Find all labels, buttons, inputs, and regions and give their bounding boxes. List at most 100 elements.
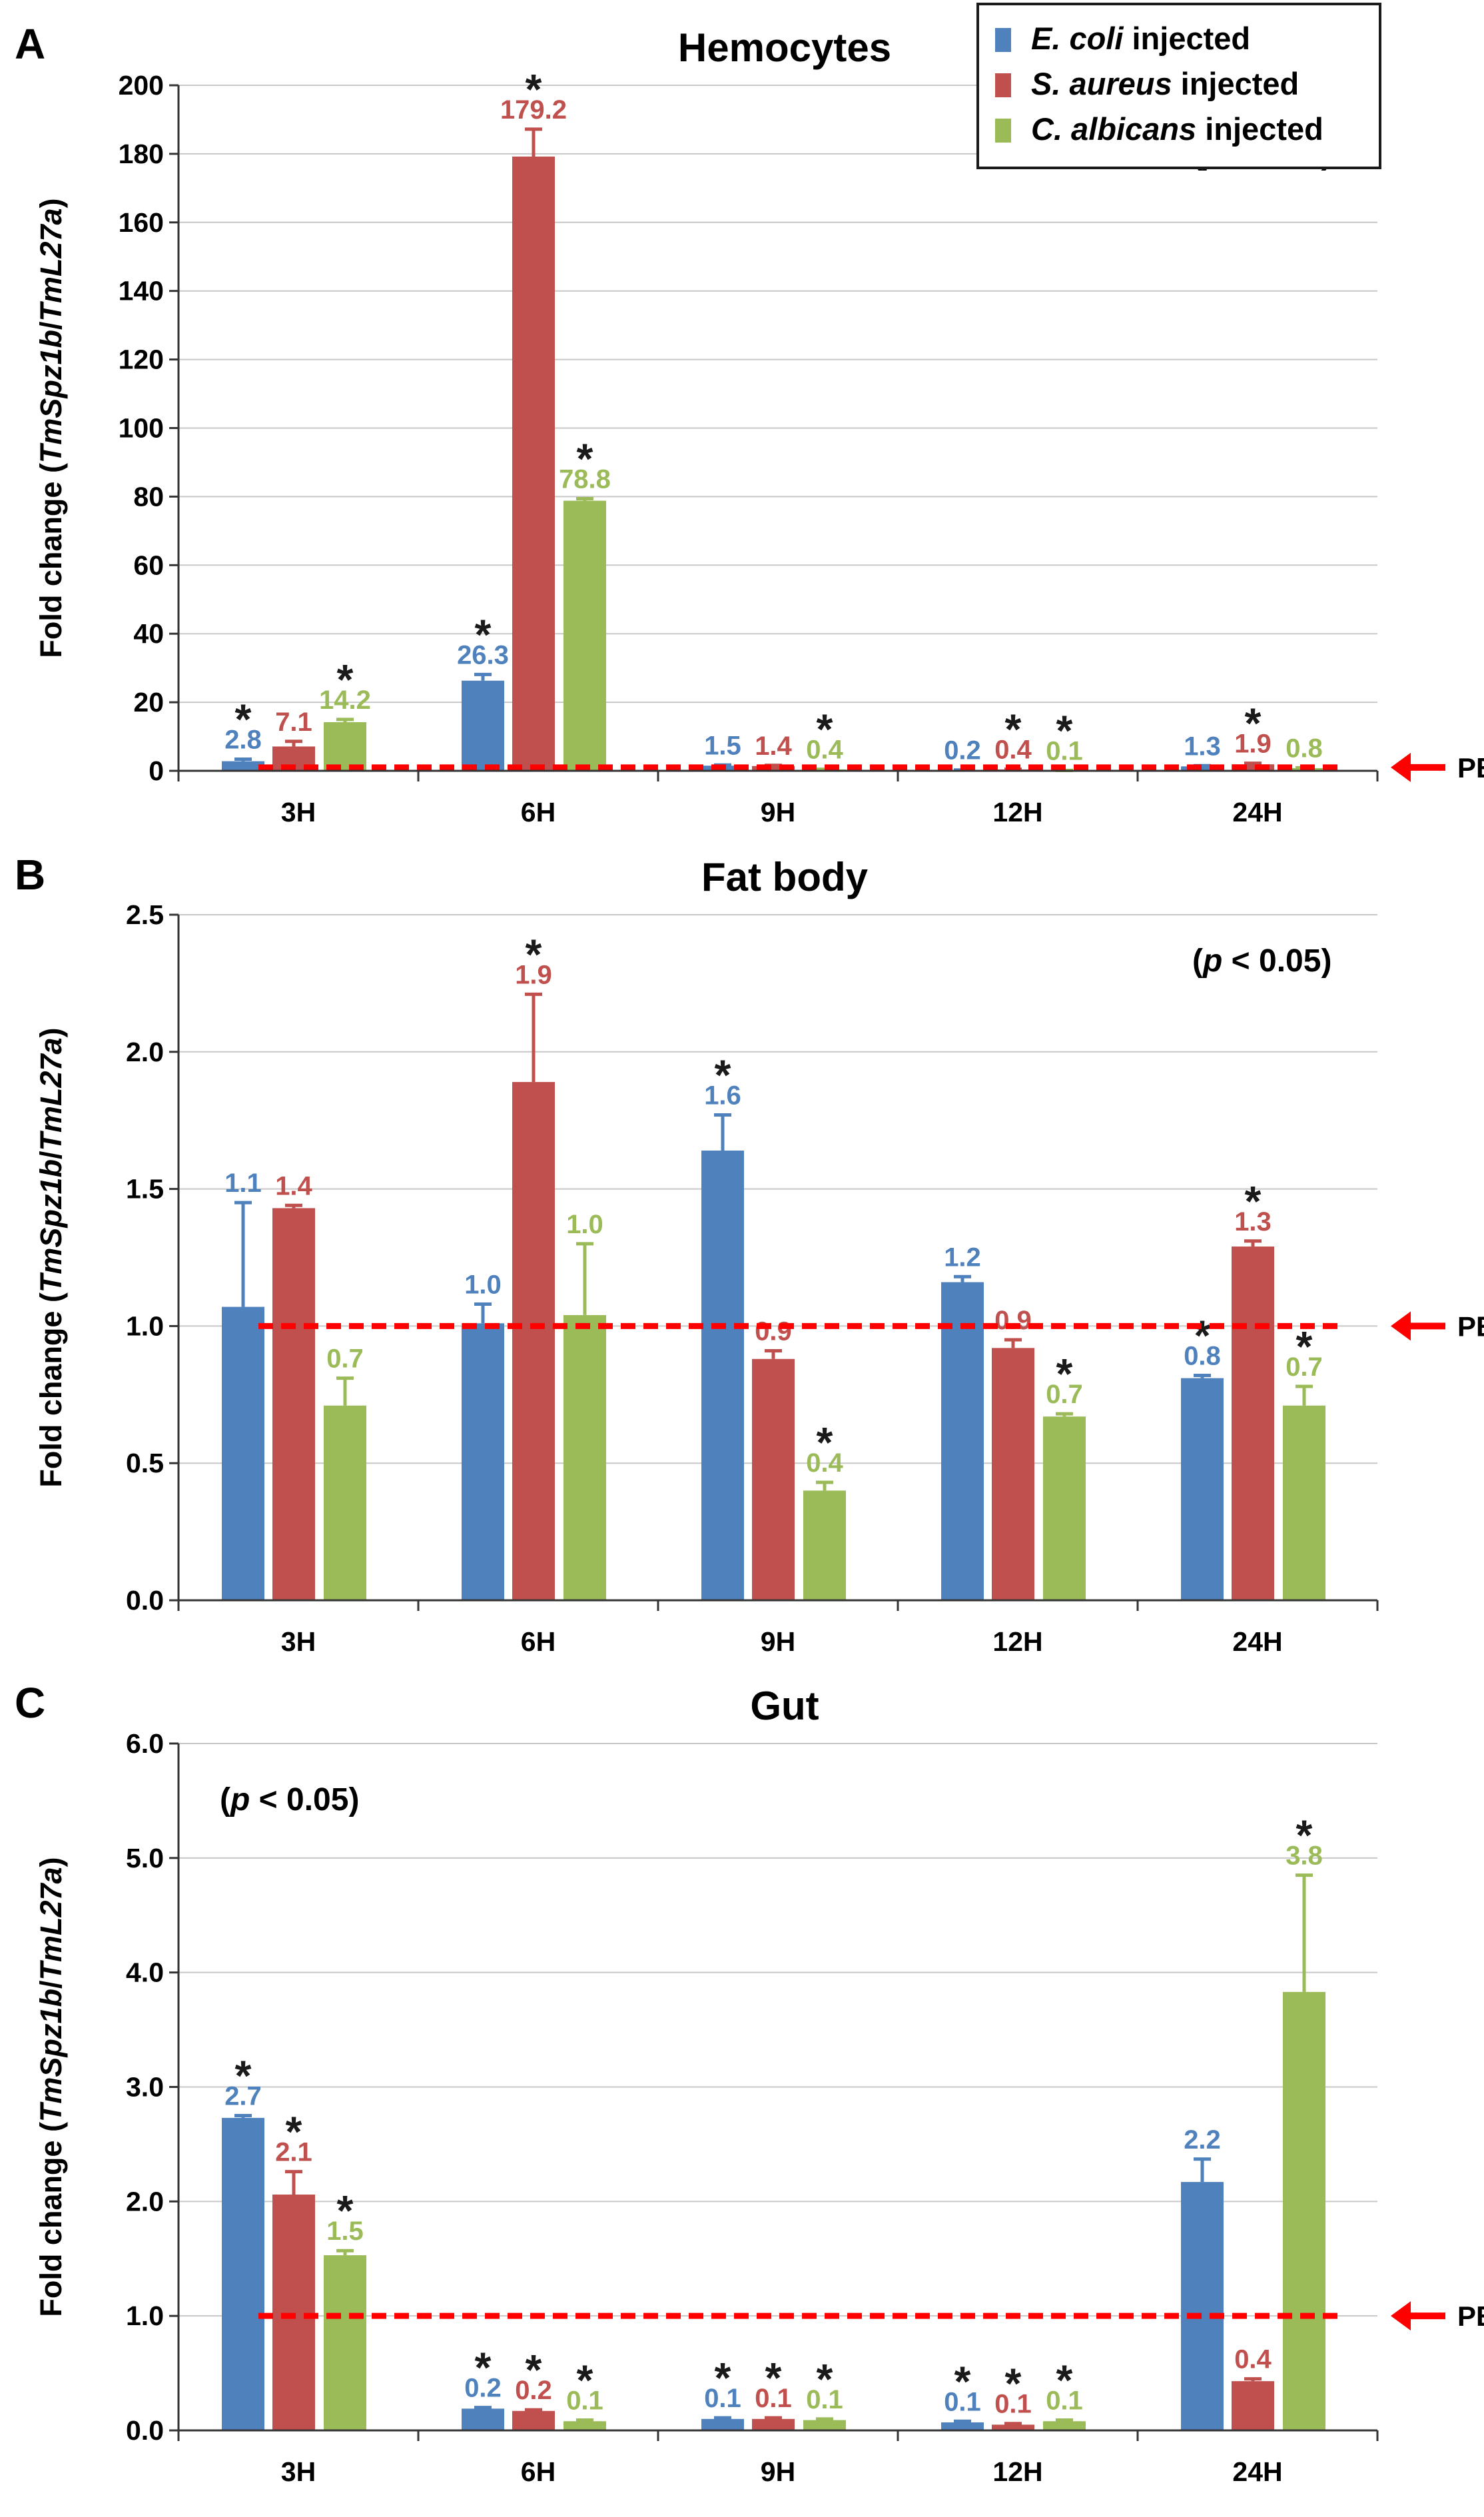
data-label: 2.8 [224,726,262,755]
bar [941,2422,984,2430]
panel-letter: C [15,1679,45,1727]
panel-letter: B [15,851,45,899]
bar [1283,1405,1325,1600]
significance-star: * [765,2354,782,2402]
x-tick-label: 9H [761,797,795,827]
significance-star: * [1245,1177,1262,1225]
legend-label: E. coli injected [1031,21,1250,56]
y-tick-label: 200 [119,70,164,101]
data-label: 0.7 [1046,1380,1083,1409]
bar [992,2424,1034,2430]
data-label: 2.2 [1184,2125,1221,2155]
bar [512,157,555,771]
y-tick-label: 4.0 [126,1957,164,1988]
significance-star: * [715,2354,731,2402]
legend-swatch [995,119,1011,143]
significance-star: * [1194,1311,1211,1359]
bar [462,1323,504,1600]
legend-label: S. aureus injected [1031,66,1299,101]
y-tick-label: 20 [133,687,164,718]
significance-star: * [715,1051,731,1099]
significance-star: * [577,434,593,482]
significance-star: * [1056,706,1073,754]
x-tick-label: 12H [992,1626,1042,1657]
bar [222,1306,264,1600]
y-tick-label: 1.5 [126,1174,164,1205]
bar [752,2418,795,2430]
significance-star: * [1056,2356,1073,2404]
bar [272,1208,315,1600]
bar [1043,2421,1086,2430]
data-label: 1.0 [464,1270,502,1299]
significance-star: * [577,2356,593,2404]
bar [1232,2381,1274,2430]
data-label: 0.9 [994,1306,1032,1335]
legend-swatch [995,73,1011,97]
data-label: 1.0 [566,1210,603,1239]
x-tick-label: 6H [521,2456,556,2487]
data-label: 0.1 [806,2385,843,2414]
bar [222,761,264,771]
data-label: 0.1 [566,2386,603,2416]
data-label: 1.1 [224,1169,262,1198]
bar [1181,2182,1224,2430]
y-tick-label: 80 [133,481,164,512]
legend-swatch [995,28,1011,52]
significance-star: * [817,2355,833,2403]
bar [752,765,795,771]
bar [1232,764,1274,771]
chart-title: Gut [750,1684,819,1728]
data-label: 0.1 [944,2387,981,2416]
y-tick-label: 180 [119,139,164,169]
significance-star: * [526,2346,542,2394]
pbs-label: PBS [1457,2300,1484,2332]
significance-star: * [286,2108,302,2156]
bar [563,1314,606,1600]
data-label: 1.4 [275,1171,312,1201]
y-tick-label: 0.5 [126,1448,164,1478]
bar [701,2418,744,2430]
significance-star: * [817,1418,833,1466]
data-label: 1.5 [704,731,741,760]
y-tick-label: 2.0 [126,2186,164,2217]
y-tick-label: 1.0 [126,2300,164,2331]
data-label: 1.3 [1184,732,1221,761]
x-tick-label: 9H [761,2456,795,2487]
x-tick-label: 6H [521,1626,556,1657]
data-label: 0.1 [994,2390,1032,2419]
data-label: 1.9 [515,960,552,989]
x-tick-label: 24H [1232,797,1282,827]
data-label: 0.1 [704,2384,741,2413]
legend-label: C. albicans injected [1031,111,1323,147]
bar [1232,1247,1274,1600]
significance-star: * [337,656,354,704]
data-label: 0.2 [944,736,981,765]
data-label: 0.4 [806,736,843,765]
x-tick-label: 3H [281,797,316,827]
x-tick-label: 3H [281,1626,316,1657]
bar [324,1405,366,1600]
significance-star: * [337,2187,354,2235]
bar [992,1348,1034,1600]
bar [803,2420,846,2430]
significance-star: * [1056,1350,1073,1398]
data-label: 0.2 [464,2374,502,2403]
bar [1043,1416,1086,1600]
data-label: 78.8 [559,464,611,494]
significance-star: * [1005,706,1022,754]
data-label: 179.2 [500,95,567,125]
data-label: 0.7 [326,1344,364,1374]
bar [752,1358,795,1600]
data-label: 0.7 [1286,1352,1323,1382]
bar [1181,766,1224,771]
significance-star: * [817,706,833,754]
data-label: 0.8 [1184,1341,1221,1370]
bar [272,2195,315,2430]
y-axis-label: Fold change (TmSpz1b/TmL27a) [34,1857,68,2316]
bar [462,2408,504,2430]
significance-star: * [475,610,492,658]
bar [941,1282,984,1600]
data-label: 1.2 [944,1243,981,1272]
data-label: 0.2 [515,2376,552,2405]
